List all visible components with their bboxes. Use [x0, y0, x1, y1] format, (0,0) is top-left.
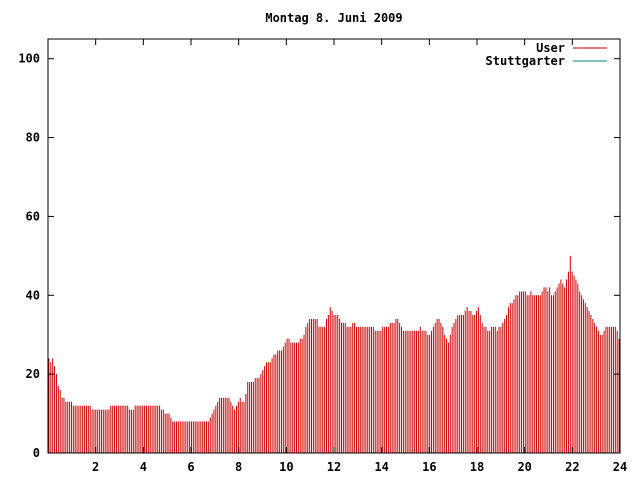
x-tick-label: 16: [422, 460, 436, 474]
x-tick-label: 24: [613, 460, 627, 474]
y-tick-label: 0: [33, 446, 40, 460]
y-tick-label: 40: [26, 288, 40, 302]
x-tick-label: 10: [279, 460, 293, 474]
bars: [48, 255, 620, 453]
x-tick-label: 14: [374, 460, 388, 474]
y-tick-label: 100: [18, 52, 40, 66]
x-tick-label: 2: [92, 460, 99, 474]
x-tick-label: 20: [517, 460, 531, 474]
x-tick-label: 18: [470, 460, 484, 474]
legend-label: Stuttgarter: [486, 54, 565, 68]
x-tick-label: 8: [235, 460, 242, 474]
y-tick-label: 60: [26, 209, 40, 223]
x-tick-label: 6: [187, 460, 194, 474]
x-tick-label: 12: [327, 460, 341, 474]
legend-label: User: [536, 41, 565, 55]
y-tick-label: 20: [26, 367, 40, 381]
x-tick-label: 22: [565, 460, 579, 474]
y-tick-label: 80: [26, 131, 40, 145]
x-tick-label: 4: [140, 460, 147, 474]
chart-title: Montag 8. Juni 2009: [265, 11, 402, 25]
